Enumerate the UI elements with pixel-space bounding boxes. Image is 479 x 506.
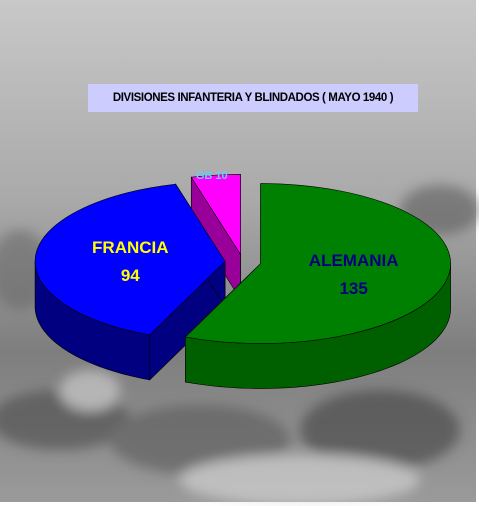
- slice-label-category: GB: [196, 170, 213, 182]
- chart-title: DIVISIONES INFANTERIA Y BLINDADOS ( MAYO…: [113, 92, 394, 104]
- slice-label-value: 94: [121, 266, 140, 285]
- pie: ALEMANIA 135 FRANCIA 94 GB 10: [34, 170, 451, 389]
- slice-label: GB 10: [196, 170, 228, 182]
- slice: [190, 174, 241, 256]
- slice-label-value: 135: [339, 279, 367, 298]
- slice-label-category: FRANCIA: [92, 238, 169, 257]
- slice-label-category: ALEMANIA: [309, 251, 399, 270]
- slice: [184, 183, 451, 344]
- slice: [34, 183, 226, 336]
- slice-label-value: 10: [215, 170, 227, 182]
- title-box: [88, 84, 418, 112]
